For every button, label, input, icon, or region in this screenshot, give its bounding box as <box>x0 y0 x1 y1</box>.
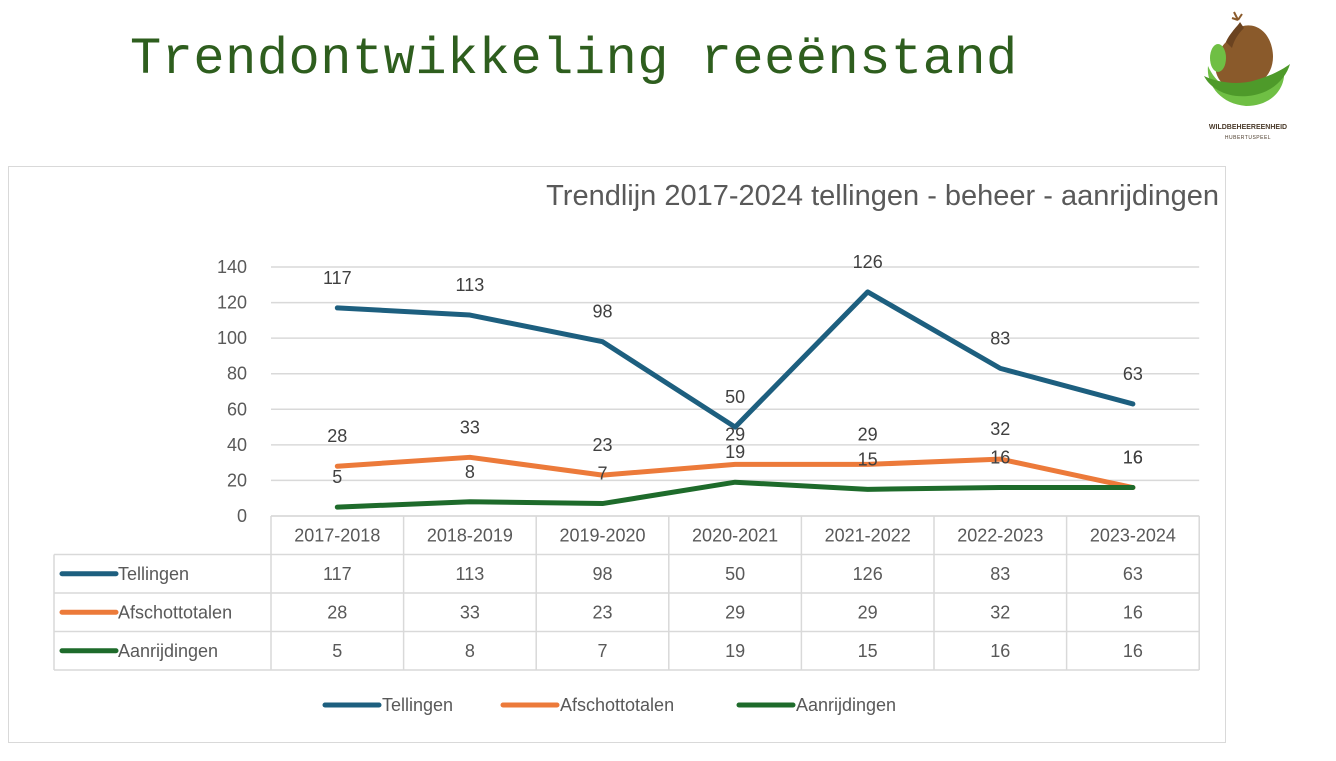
data-label: 8 <box>465 462 475 482</box>
deer-logo-icon <box>1204 11 1290 106</box>
logo-line1: WILDBEHEEREENHEID <box>1208 124 1288 131</box>
data-label: 117 <box>323 268 352 288</box>
data-label: 98 <box>592 302 612 322</box>
data-label: 29 <box>725 424 745 444</box>
data-label: 16 <box>990 448 1010 468</box>
table-cell: 5 <box>332 641 342 661</box>
series-line <box>334 479 1136 510</box>
table-cell: 8 <box>465 641 475 661</box>
legend-label: Afschottotalen <box>560 695 674 715</box>
data-label: 28 <box>327 426 347 446</box>
data-label: 7 <box>597 464 607 484</box>
x-category-label: 2017-2018 <box>294 525 380 545</box>
y-tick-label: 100 <box>217 328 247 348</box>
table-cell: 32 <box>990 602 1010 622</box>
legend-label: Tellingen <box>382 695 453 715</box>
data-label: 23 <box>592 435 612 455</box>
x-category-label: 2023-2024 <box>1090 525 1176 545</box>
chart-frame: 0 20 40 60 80 100 120 140 2017-2018 2018-2019 201… <box>8 166 1226 743</box>
logo-line2: HUBERTUSPEEL <box>1224 135 1272 141</box>
data-label: 16 <box>1123 448 1143 468</box>
data-label: 32 <box>990 419 1010 439</box>
table-cell: 23 <box>592 602 612 622</box>
series-lines <box>334 289 1136 510</box>
data-label: 113 <box>456 275 485 295</box>
table-cell: 15 <box>858 641 878 661</box>
table-cell: 7 <box>597 641 607 661</box>
x-category-label: 2021-2022 <box>825 525 911 545</box>
y-tick-label: 80 <box>227 364 247 384</box>
data-label: 5 <box>332 467 342 487</box>
table-cell: 16 <box>1123 641 1143 661</box>
table-cell: 98 <box>592 564 612 584</box>
y-tick-label: 20 <box>227 470 247 490</box>
y-tick-label: 0 <box>237 506 247 526</box>
logo: WILDBEHEEREENHEID HUBERTUSPEEL <box>1186 8 1310 148</box>
table-cell: 63 <box>1123 564 1143 584</box>
table-series-name: Afschottotalen <box>118 602 232 622</box>
data-label: 126 <box>853 252 883 272</box>
y-tick-labels: 0 20 40 60 80 100 120 140 <box>217 257 247 526</box>
x-category-label: 2019-2020 <box>559 525 645 545</box>
data-label: 16 <box>1123 448 1143 468</box>
x-category-label: 2022-2023 <box>957 525 1043 545</box>
table-cell: 29 <box>725 602 745 622</box>
x-category-label: 2020-2021 <box>692 525 778 545</box>
table-series-name: Tellingen <box>118 564 189 584</box>
page-title: Trendontwikkeling reeënstand <box>130 30 1018 89</box>
data-label: 29 <box>858 424 878 444</box>
table-cell: 29 <box>858 602 878 622</box>
data-label: 15 <box>858 449 878 469</box>
table-cell: 19 <box>725 641 745 661</box>
data-label: 33 <box>460 417 480 437</box>
data-label: 50 <box>725 387 745 407</box>
data-labels: 117 113 98 50 126 83 63 28 33 23 29 29 32 16 5 8 7 19 15 16… <box>323 252 1143 487</box>
data-label: 63 <box>1123 364 1143 384</box>
legend: Tellingen Afschottotalen Aanrijdingen <box>322 695 896 715</box>
y-tick-label: 40 <box>227 435 247 455</box>
y-tick-label: 120 <box>217 293 247 313</box>
table-cell: 113 <box>456 564 485 584</box>
x-category-label: 2018-2019 <box>427 525 513 545</box>
table-cell: 126 <box>853 564 883 584</box>
table-cell: 33 <box>460 602 480 622</box>
table-cell: 16 <box>1123 602 1143 622</box>
legend-label: Aanrijdingen <box>796 695 896 715</box>
data-table: 2017-2018 2018-2019 2019-2020 2020-2021 2021… <box>53 515 1200 671</box>
table-cell: 83 <box>990 564 1010 584</box>
y-tick-label: 140 <box>217 257 247 277</box>
table-cell: 28 <box>327 602 347 622</box>
table-cell: 50 <box>725 564 745 584</box>
table-cell: 16 <box>990 641 1010 661</box>
data-label: 83 <box>990 328 1010 348</box>
table-cell: 117 <box>323 564 352 584</box>
data-label: 19 <box>725 442 745 462</box>
grid-lines <box>271 266 1200 517</box>
chart-title: Trendlijn 2017-2024 tellingen - beheer -… <box>546 180 1219 212</box>
y-tick-label: 60 <box>227 399 247 419</box>
table-series-name: Aanrijdingen <box>118 641 218 661</box>
